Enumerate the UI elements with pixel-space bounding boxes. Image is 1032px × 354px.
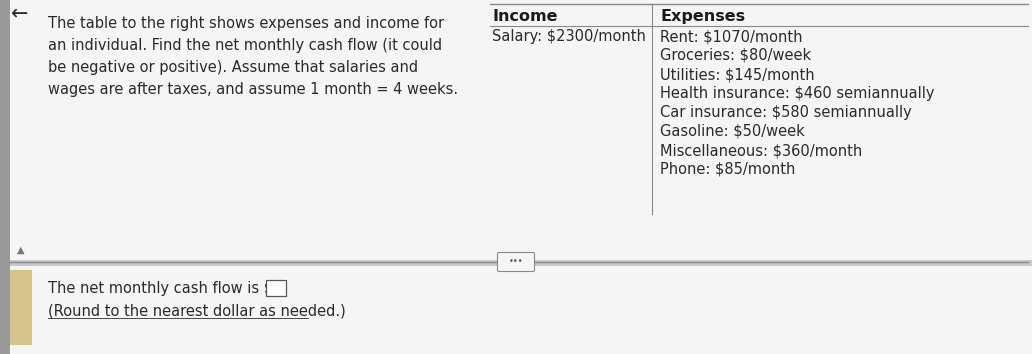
Text: (Round to the nearest dollar as needed.): (Round to the nearest dollar as needed.) xyxy=(49,303,346,318)
Text: •••: ••• xyxy=(509,257,523,267)
FancyBboxPatch shape xyxy=(0,0,10,354)
Text: Rent: $1070/month: Rent: $1070/month xyxy=(660,29,803,44)
Text: Salary: $2300/month: Salary: $2300/month xyxy=(492,29,646,44)
Text: Income: Income xyxy=(492,9,557,24)
FancyBboxPatch shape xyxy=(10,0,42,260)
Text: The net monthly cash flow is $: The net monthly cash flow is $ xyxy=(49,281,273,296)
FancyBboxPatch shape xyxy=(497,252,535,272)
Text: Groceries: $80/week: Groceries: $80/week xyxy=(660,48,811,63)
Text: Expenses: Expenses xyxy=(660,9,745,24)
FancyBboxPatch shape xyxy=(0,266,1032,354)
Text: an individual. Find the net monthly cash flow (it could: an individual. Find the net monthly cash… xyxy=(49,38,442,53)
FancyBboxPatch shape xyxy=(266,280,286,296)
Text: ←: ← xyxy=(11,4,29,24)
Text: wages are after taxes, and assume 1 month = 4 weeks.: wages are after taxes, and assume 1 mont… xyxy=(49,82,458,97)
Text: Gasoline: $50/week: Gasoline: $50/week xyxy=(660,124,805,139)
Text: Utilities: $145/month: Utilities: $145/month xyxy=(660,67,814,82)
Text: Miscellaneous: $360/month: Miscellaneous: $360/month xyxy=(660,143,863,158)
Text: The table to the right shows expenses and income for: The table to the right shows expenses an… xyxy=(49,16,444,31)
Text: ▲: ▲ xyxy=(18,245,25,255)
FancyBboxPatch shape xyxy=(10,270,32,345)
Text: Phone: $85/month: Phone: $85/month xyxy=(660,162,796,177)
Text: Car insurance: $580 semiannually: Car insurance: $580 semiannually xyxy=(660,105,911,120)
Text: be negative or positive). Assume that salaries and: be negative or positive). Assume that sa… xyxy=(49,60,418,75)
FancyBboxPatch shape xyxy=(0,0,1032,260)
Text: Health insurance: $460 semiannually: Health insurance: $460 semiannually xyxy=(660,86,935,101)
